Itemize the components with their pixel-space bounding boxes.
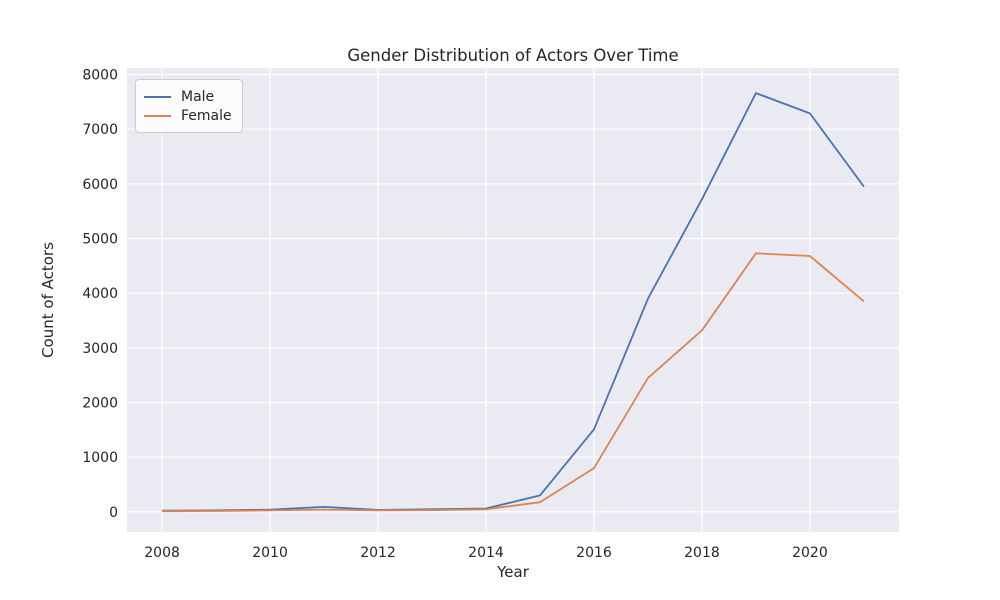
y-tick-label: 3000 xyxy=(82,341,118,357)
legend-item-male: Male xyxy=(144,87,232,106)
male-line xyxy=(162,92,865,512)
x-tick-label: 2018 xyxy=(684,545,720,561)
x-tick-label: 2020 xyxy=(792,545,828,561)
legend-label-female: Female xyxy=(181,107,232,124)
x-tick-label: 2008 xyxy=(144,545,180,561)
y-tick-label: 2000 xyxy=(82,395,118,411)
axes-background xyxy=(127,68,899,532)
x-tick-label: 2014 xyxy=(468,545,504,561)
y-tick-label: 8000 xyxy=(82,68,118,84)
male-line-swatch xyxy=(144,95,171,98)
y-tick-label: 0 xyxy=(109,505,118,521)
y-axis-label: Count of Actors xyxy=(39,242,57,358)
chart-title: Gender Distribution of Actors Over Time xyxy=(347,46,679,65)
legend: Male Female xyxy=(135,79,243,133)
y-tick-label: 1000 xyxy=(82,450,118,466)
x-tick-label: 2010 xyxy=(252,545,288,561)
y-tick-label: 6000 xyxy=(82,177,118,193)
x-tick-label: 2016 xyxy=(576,545,612,561)
y-tick-label: 7000 xyxy=(82,122,118,138)
female-line xyxy=(162,252,865,513)
female-line-swatch xyxy=(144,114,171,117)
x-axis-label: Year xyxy=(497,563,529,581)
y-tick-label: 4000 xyxy=(82,286,118,302)
legend-label-male: Male xyxy=(181,88,215,105)
legend-item-female: Female xyxy=(144,106,232,125)
y-tick-label: 5000 xyxy=(82,232,118,248)
x-tick-label: 2012 xyxy=(360,545,396,561)
